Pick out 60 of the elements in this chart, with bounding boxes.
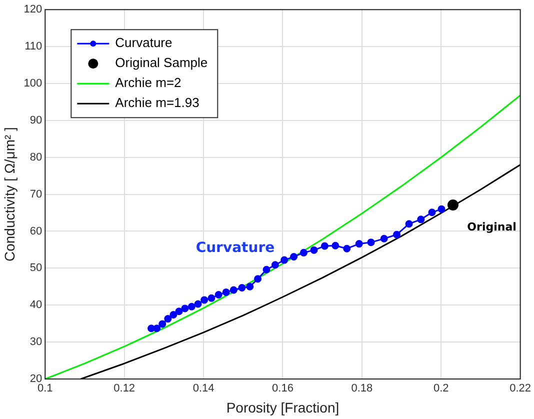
annotation: Curvature — [196, 240, 275, 256]
point — [438, 205, 446, 213]
point — [230, 286, 238, 294]
point — [320, 242, 328, 250]
y-tick-label: 40 — [30, 299, 42, 312]
point — [367, 238, 375, 246]
y-tick-label: 110 — [24, 40, 42, 53]
point — [181, 304, 189, 312]
point — [164, 315, 172, 323]
legend-label: Archie m=2 — [115, 75, 182, 90]
y-tick-label: 70 — [30, 188, 42, 200]
x-tick-label: 0.22 — [510, 382, 532, 395]
point — [447, 200, 458, 211]
point — [158, 320, 166, 328]
point — [380, 234, 388, 242]
point — [153, 324, 161, 332]
y-tick-label: 60 — [30, 225, 42, 238]
point — [271, 261, 279, 269]
point — [405, 220, 413, 228]
point — [428, 208, 436, 216]
annotation: Original — [467, 220, 516, 234]
point — [214, 291, 222, 299]
point — [300, 248, 308, 256]
point — [254, 275, 262, 283]
legend-label: Archie m=1.93 — [115, 95, 200, 110]
point — [355, 240, 363, 248]
y-axis-title: Conductivity [ Ω/μm² ] — [1, 127, 18, 262]
x-tick-label: 0.14 — [192, 382, 214, 395]
point — [175, 308, 183, 316]
point — [332, 242, 340, 250]
x-tick-label: 0.2 — [433, 382, 449, 395]
x-tick-label: 0.1 — [38, 382, 53, 395]
point — [393, 230, 401, 238]
point — [188, 302, 196, 310]
x-tick-label: 0.18 — [351, 382, 373, 395]
point — [238, 284, 246, 292]
point — [417, 216, 425, 224]
point — [208, 294, 216, 302]
point — [222, 288, 230, 296]
y-tick-label: 120 — [24, 4, 42, 16]
point — [262, 266, 270, 274]
y-tick-label: 100 — [24, 78, 42, 90]
point — [246, 282, 254, 290]
point — [170, 310, 178, 318]
point — [280, 256, 288, 264]
point — [194, 300, 202, 308]
point — [310, 246, 318, 254]
legend-label: Original Sample — [115, 55, 208, 70]
y-tick-label: 50 — [30, 262, 42, 274]
x-tick-label: 0.12 — [114, 382, 136, 395]
point — [290, 252, 298, 260]
y-tick-label: 90 — [30, 114, 42, 126]
y-tick-label: 80 — [30, 151, 42, 164]
legend-label: Curvature — [115, 35, 172, 50]
y-tick-label: 20 — [30, 373, 42, 386]
point — [343, 244, 351, 252]
y-tick-label: 30 — [30, 336, 42, 348]
x-axis-title: Porosity [Fraction] — [226, 399, 340, 416]
point — [200, 296, 208, 304]
x-tick-label: 0.16 — [272, 382, 294, 395]
